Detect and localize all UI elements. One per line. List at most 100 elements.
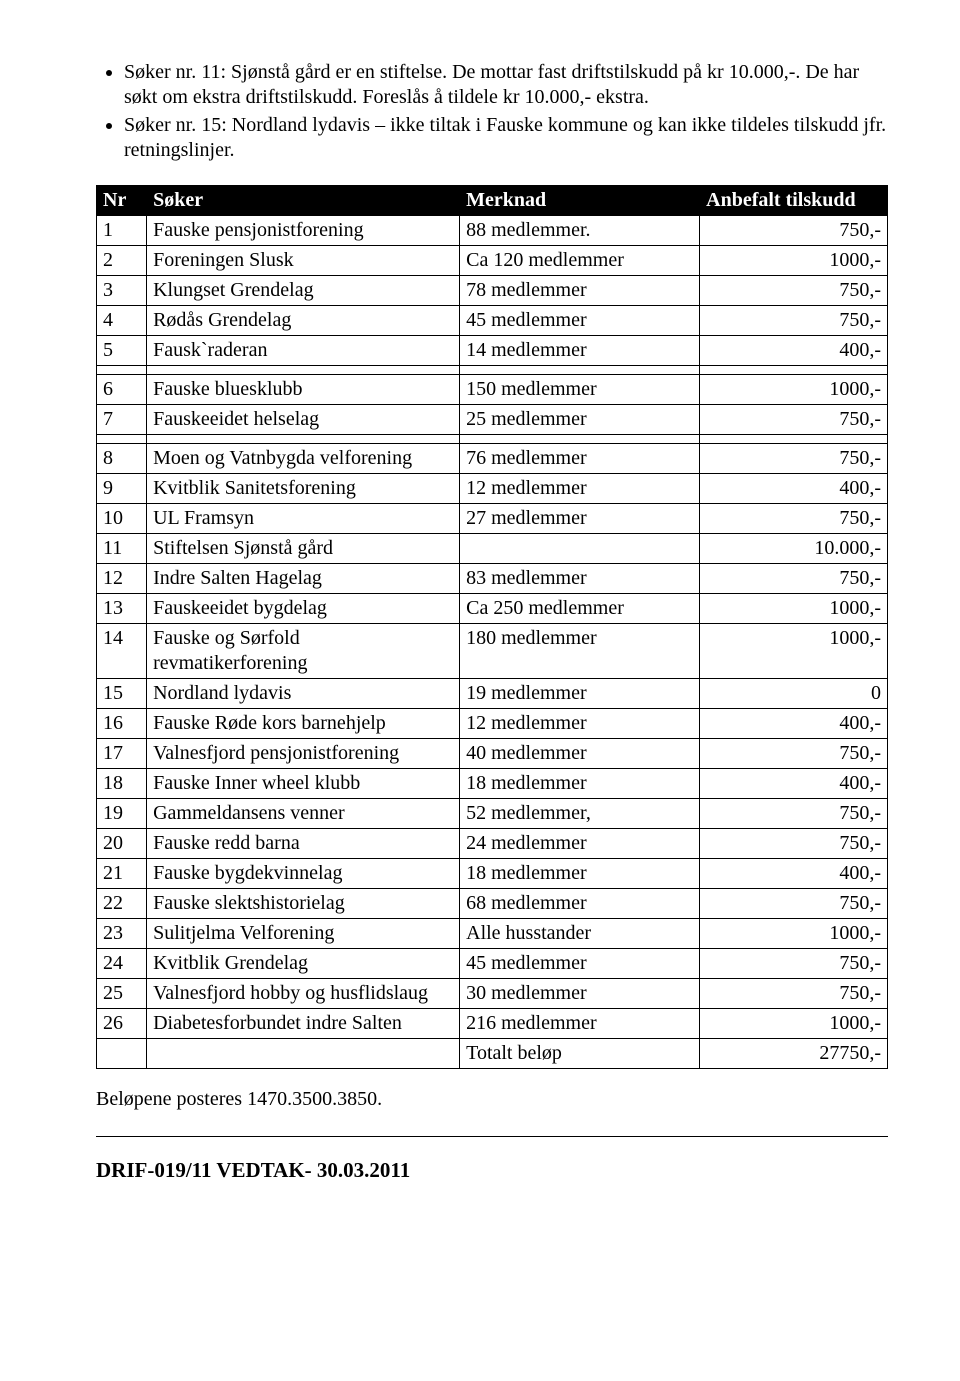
table-row: 5Fausk`raderan14 medlemmer400,- bbox=[97, 336, 888, 366]
table-row: 18Fauske Inner wheel klubb18 medlemmer40… bbox=[97, 769, 888, 799]
cell-nr: 7 bbox=[97, 405, 147, 435]
cell-amount: 750,- bbox=[700, 829, 888, 859]
cell-merknad: 45 medlemmer bbox=[460, 306, 700, 336]
cell-nr: 17 bbox=[97, 739, 147, 769]
cell-merknad: 83 medlemmer bbox=[460, 564, 700, 594]
cell-amount: 1000,- bbox=[700, 919, 888, 949]
cell-soker: Indre Salten Hagelag bbox=[147, 564, 460, 594]
cell-merknad: 19 medlemmer bbox=[460, 679, 700, 709]
cell-amount: 1000,- bbox=[700, 246, 888, 276]
cell-amount: 750,- bbox=[700, 889, 888, 919]
cell-amount: 27750,- bbox=[700, 1039, 888, 1069]
tilskudd-table: Nr Søker Merknad Anbefalt tilskudd 1Faus… bbox=[96, 185, 888, 1069]
cell-nr: 10 bbox=[97, 504, 147, 534]
cell-soker: Stiftelsen Sjønstå gård bbox=[147, 534, 460, 564]
cell-amount: 1000,- bbox=[700, 624, 888, 679]
cell-merknad: 45 medlemmer bbox=[460, 949, 700, 979]
cell-amount: 750,- bbox=[700, 405, 888, 435]
header-soker: Søker bbox=[147, 186, 460, 216]
cell-amount: 400,- bbox=[700, 474, 888, 504]
cell-soker: Fauske Røde kors barnehjelp bbox=[147, 709, 460, 739]
cell-merknad: 150 medlemmer bbox=[460, 375, 700, 405]
header-merknad: Merknad bbox=[460, 186, 700, 216]
cell-soker: Fauske bygdekvinnelag bbox=[147, 859, 460, 889]
header-amount: Anbefalt tilskudd bbox=[700, 186, 888, 216]
table-row: 13Fauskeeidet bygdelagCa 250 medlemmer10… bbox=[97, 594, 888, 624]
cell-merknad: 27 medlemmer bbox=[460, 504, 700, 534]
cell-soker: Moen og Vatnbygda velforening bbox=[147, 444, 460, 474]
table-row: 10UL Framsyn27 medlemmer750,- bbox=[97, 504, 888, 534]
table-header-row: Nr Søker Merknad Anbefalt tilskudd bbox=[97, 186, 888, 216]
cell-merknad: 18 medlemmer bbox=[460, 859, 700, 889]
cell-nr: 21 bbox=[97, 859, 147, 889]
cell-amount: 750,- bbox=[700, 949, 888, 979]
cell-merknad: 40 medlemmer bbox=[460, 739, 700, 769]
cell-nr: 9 bbox=[97, 474, 147, 504]
cell-amount: 400,- bbox=[700, 769, 888, 799]
cell-nr: 5 bbox=[97, 336, 147, 366]
table-row: 1Fauske pensjonistforening88 medlemmer.7… bbox=[97, 216, 888, 246]
vedtak-heading: DRIF-019/11 VEDTAK- 30.03.2011 bbox=[96, 1157, 888, 1183]
cell-soker: Valnesfjord pensjonistforening bbox=[147, 739, 460, 769]
cell-merknad: Alle husstander bbox=[460, 919, 700, 949]
cell-soker: Sulitjelma Velforening bbox=[147, 919, 460, 949]
cell-merknad: Ca 250 medlemmer bbox=[460, 594, 700, 624]
cell-soker: Fauske slektshistorielag bbox=[147, 889, 460, 919]
cell-amount: 1000,- bbox=[700, 1009, 888, 1039]
cell-nr: 14 bbox=[97, 624, 147, 679]
cell-nr bbox=[97, 1039, 147, 1069]
table-row: 16Fauske Røde kors barnehjelp12 medlemme… bbox=[97, 709, 888, 739]
cell-nr: 2 bbox=[97, 246, 147, 276]
cell-merknad: 180 medlemmer bbox=[460, 624, 700, 679]
cell-merknad: 18 medlemmer bbox=[460, 769, 700, 799]
cell-nr: 3 bbox=[97, 276, 147, 306]
cell-merknad: 12 medlemmer bbox=[460, 474, 700, 504]
table-row: 6Fauske bluesklubb150 medlemmer1000,- bbox=[97, 375, 888, 405]
cell-soker: Fauske pensjonistforening bbox=[147, 216, 460, 246]
cell-merknad: 88 medlemmer. bbox=[460, 216, 700, 246]
cell-soker: Foreningen Slusk bbox=[147, 246, 460, 276]
table-row: 21Fauske bygdekvinnelag18 medlemmer400,- bbox=[97, 859, 888, 889]
cell-soker: Fauske og Sørfold revmatikerforening bbox=[147, 624, 460, 679]
cell-merknad: 52 medlemmer, bbox=[460, 799, 700, 829]
cell-merknad: 24 medlemmer bbox=[460, 829, 700, 859]
table-row: 3Klungset Grendelag78 medlemmer750,- bbox=[97, 276, 888, 306]
cell-nr: 16 bbox=[97, 709, 147, 739]
cell-nr: 6 bbox=[97, 375, 147, 405]
cell-merknad: Totalt beløp bbox=[460, 1039, 700, 1069]
cell-nr: 25 bbox=[97, 979, 147, 1009]
table-row: Totalt beløp27750,- bbox=[97, 1039, 888, 1069]
cell-soker: Diabetesforbundet indre Salten bbox=[147, 1009, 460, 1039]
table-row: 14Fauske og Sørfold revmatikerforening18… bbox=[97, 624, 888, 679]
cell-soker: Fauskeeidet bygdelag bbox=[147, 594, 460, 624]
cell-nr: 24 bbox=[97, 949, 147, 979]
cell-merknad: 25 medlemmer bbox=[460, 405, 700, 435]
table-row: 26Diabetesforbundet indre Salten216 medl… bbox=[97, 1009, 888, 1039]
cell-soker: Fauske bluesklubb bbox=[147, 375, 460, 405]
cell-amount: 750,- bbox=[700, 979, 888, 1009]
bullet-item: Søker nr. 11: Sjønstå gård er en stiftel… bbox=[124, 60, 888, 110]
cell-merknad: Ca 120 medlemmer bbox=[460, 246, 700, 276]
cell-soker: Kvitblik Sanitetsforening bbox=[147, 474, 460, 504]
cell-merknad: 14 medlemmer bbox=[460, 336, 700, 366]
cell-amount: 0 bbox=[700, 679, 888, 709]
cell-amount: 400,- bbox=[700, 709, 888, 739]
cell-nr: 26 bbox=[97, 1009, 147, 1039]
cell-soker: Valnesfjord hobby og husflidslaug bbox=[147, 979, 460, 1009]
table-row: 12Indre Salten Hagelag83 medlemmer750,- bbox=[97, 564, 888, 594]
cell-merknad: 76 medlemmer bbox=[460, 444, 700, 474]
cell-soker: Klungset Grendelag bbox=[147, 276, 460, 306]
cell-merknad: 12 medlemmer bbox=[460, 709, 700, 739]
cell-nr: 20 bbox=[97, 829, 147, 859]
table-row: 20Fauske redd barna24 medlemmer750,- bbox=[97, 829, 888, 859]
cell-soker: Kvitblik Grendelag bbox=[147, 949, 460, 979]
table-row: 4Rødås Grendelag45 medlemmer750,- bbox=[97, 306, 888, 336]
cell-soker: UL Framsyn bbox=[147, 504, 460, 534]
cell-merknad: 78 medlemmer bbox=[460, 276, 700, 306]
table-row: 17Valnesfjord pensjonistforening40 medle… bbox=[97, 739, 888, 769]
cell-nr: 22 bbox=[97, 889, 147, 919]
table-separator-row bbox=[97, 435, 888, 444]
header-nr: Nr bbox=[97, 186, 147, 216]
cell-amount: 750,- bbox=[700, 564, 888, 594]
table-row: 24Kvitblik Grendelag45 medlemmer750,- bbox=[97, 949, 888, 979]
